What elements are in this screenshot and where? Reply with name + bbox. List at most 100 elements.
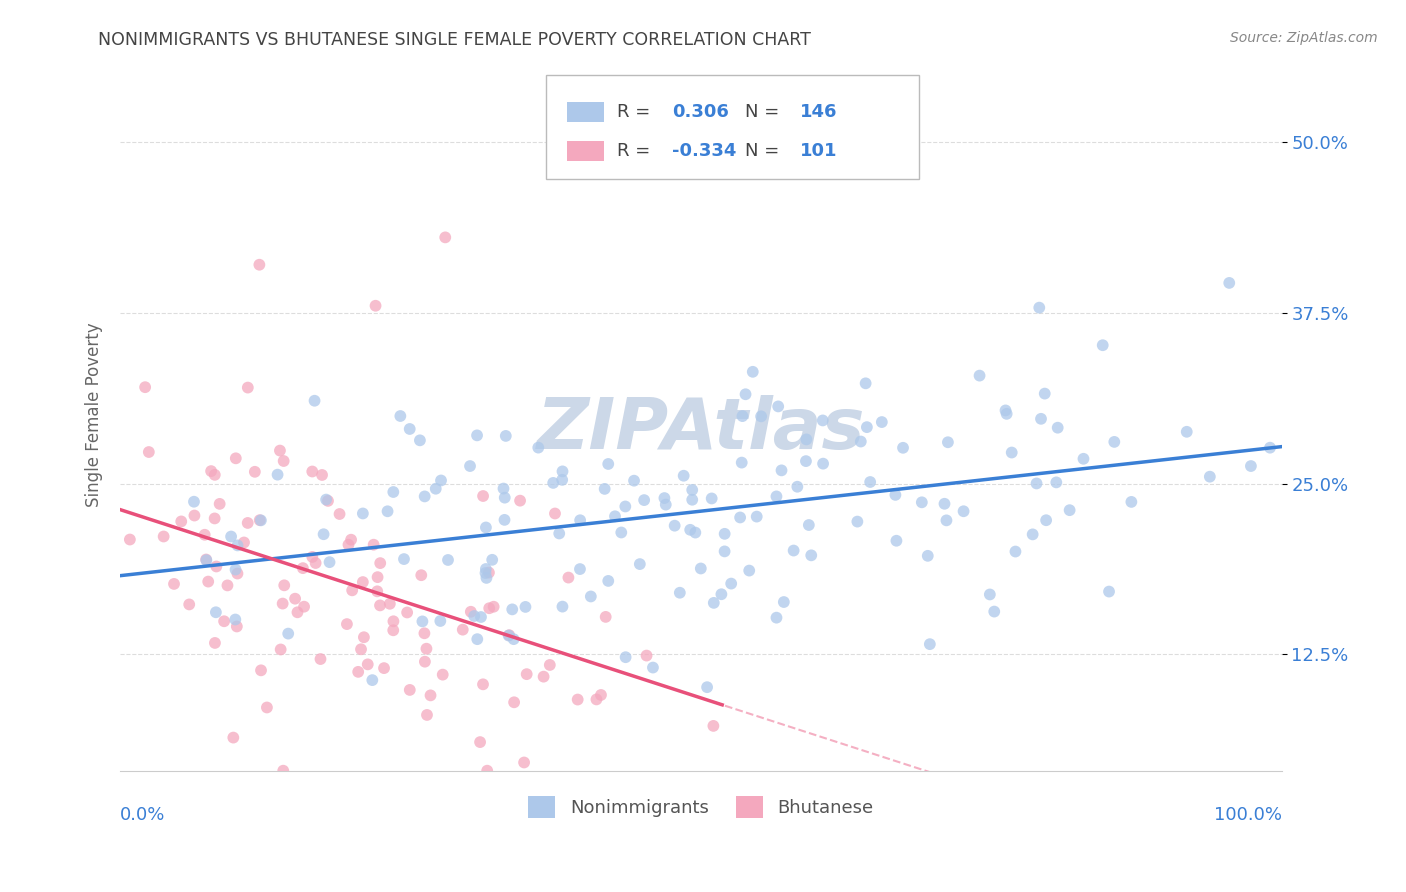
Point <box>222 731 245 745</box>
Point <box>917 549 939 563</box>
Point <box>273 454 295 468</box>
Point <box>527 441 550 455</box>
Point <box>219 529 242 543</box>
Point <box>225 619 247 633</box>
Point <box>474 566 496 580</box>
Point <box>301 465 323 479</box>
Point <box>465 632 488 647</box>
Point <box>236 516 259 530</box>
Point <box>745 509 768 524</box>
Point <box>669 586 692 600</box>
Point <box>703 596 725 610</box>
Point <box>475 562 498 576</box>
Point <box>551 599 574 614</box>
Point <box>340 533 363 547</box>
Point <box>495 429 517 443</box>
Point <box>696 680 718 694</box>
Point <box>849 434 872 449</box>
Point <box>204 467 226 482</box>
Point <box>413 626 436 640</box>
Point <box>623 474 645 488</box>
Point <box>195 552 218 566</box>
Point <box>710 587 733 601</box>
Point <box>409 434 432 448</box>
Point <box>934 497 956 511</box>
Point <box>1001 445 1024 459</box>
Point <box>603 509 626 524</box>
Point <box>304 556 326 570</box>
Point <box>728 510 751 524</box>
Point <box>316 494 339 508</box>
Point <box>994 403 1017 417</box>
Point <box>378 597 401 611</box>
Point <box>200 464 222 478</box>
Point <box>595 610 617 624</box>
Point <box>382 624 405 638</box>
Point <box>509 493 531 508</box>
Point <box>655 498 678 512</box>
Point <box>396 606 419 620</box>
Point <box>311 467 333 482</box>
Point <box>482 599 505 614</box>
Point <box>598 574 620 588</box>
Point <box>952 504 974 518</box>
Point <box>533 670 555 684</box>
Bar <box>567 103 605 122</box>
Point <box>138 445 160 459</box>
Point <box>382 615 405 629</box>
Point <box>891 441 914 455</box>
Point <box>551 464 574 478</box>
Point <box>430 474 453 488</box>
Point <box>700 491 723 506</box>
Point <box>593 482 616 496</box>
Point <box>1046 420 1069 434</box>
Point <box>204 636 226 650</box>
Point <box>197 574 219 589</box>
Point <box>811 413 834 427</box>
Point <box>1098 584 1121 599</box>
Point <box>463 609 485 624</box>
Point <box>217 578 239 592</box>
Point <box>269 443 291 458</box>
Point <box>513 756 536 770</box>
Point <box>765 610 787 624</box>
Point <box>772 595 794 609</box>
Point <box>352 575 374 590</box>
Point <box>935 513 957 527</box>
Point <box>236 381 259 395</box>
Point <box>205 559 228 574</box>
Point <box>179 598 201 612</box>
Point <box>340 583 363 598</box>
Point <box>363 538 385 552</box>
Point <box>681 483 703 497</box>
Point <box>741 365 763 379</box>
Point <box>1028 301 1050 315</box>
Point <box>118 533 141 547</box>
Point <box>855 376 877 391</box>
Point <box>846 515 869 529</box>
Point <box>979 587 1001 601</box>
Point <box>856 420 879 434</box>
Point <box>233 535 256 549</box>
Point <box>432 667 454 681</box>
Point <box>347 665 370 679</box>
Point <box>170 515 193 529</box>
Point <box>337 538 360 552</box>
Point <box>468 735 491 749</box>
Point <box>392 552 415 566</box>
Point <box>350 642 373 657</box>
Point <box>859 475 882 489</box>
Point <box>366 584 388 599</box>
Point <box>794 454 817 468</box>
Point <box>475 520 498 534</box>
Point <box>225 563 247 577</box>
Point <box>538 657 561 672</box>
Point <box>614 500 637 514</box>
Point <box>884 488 907 502</box>
Text: 101: 101 <box>800 142 837 160</box>
Point <box>472 489 495 503</box>
Point <box>291 561 314 575</box>
Point <box>569 513 592 527</box>
Point <box>304 393 326 408</box>
Point <box>492 482 515 496</box>
